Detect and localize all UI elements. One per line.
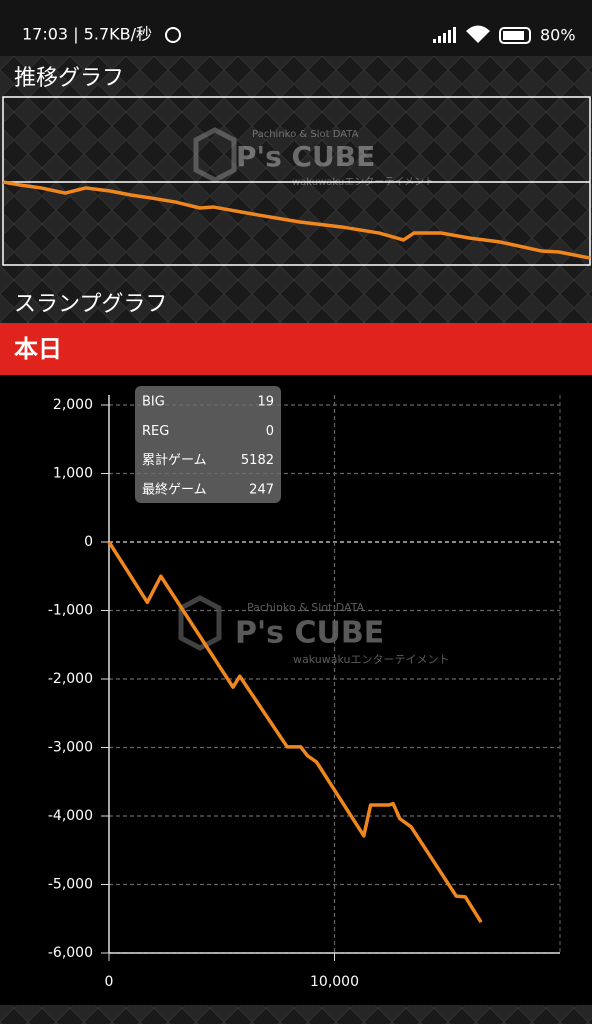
info-label: 最終ゲーム: [142, 481, 207, 497]
info-value: 0: [266, 424, 274, 439]
info-label: REG: [142, 424, 169, 439]
today-label: 本日: [14, 335, 62, 363]
y-tick-label: -5,000: [48, 877, 93, 893]
today-banner: [0, 323, 592, 375]
watermark-brand: P's CUBE: [236, 140, 375, 173]
y-tick-label: -6,000: [48, 945, 93, 961]
watermark-top: Pachinko & Slot DATA: [247, 601, 365, 614]
y-tick-label: -4,000: [48, 808, 93, 824]
x-tick-label: 0: [105, 974, 114, 990]
info-value: 247: [249, 482, 274, 497]
watermark-sub: wakuwakuエンターテイメント: [293, 653, 449, 666]
alarm-icon: [165, 27, 181, 43]
section-title: スランプグラフ: [14, 292, 167, 317]
watermark-top: Pachinko & Slot DATA: [252, 129, 359, 140]
slump-line: [2, 180, 591, 260]
slump-line: [107, 541, 483, 924]
battery-text: 80%: [540, 26, 576, 45]
chart-area: [0, 375, 592, 1005]
watermark: Pachinko & Slot DATA P's CUBE wakuwakuエン…: [178, 595, 449, 666]
info-label: 累計ゲーム: [142, 452, 207, 468]
y-tick-label: -2,000: [48, 671, 93, 687]
watermark: Pachinko & Slot DATA P's CUBE wakuwakuエン…: [193, 127, 434, 188]
x-tick-label: 10,000: [310, 974, 359, 990]
battery-level: [503, 31, 524, 40]
y-tick-label: 2,000: [53, 397, 93, 413]
info-value: 5182: [241, 453, 274, 468]
battery-icon: [499, 27, 531, 44]
watermark-brand: P's CUBE: [235, 616, 384, 651]
y-tick-label: 0: [84, 534, 93, 550]
info-box: [135, 386, 281, 503]
y-tick-label: 1,000: [53, 466, 93, 482]
info-label: BIG: [142, 395, 165, 410]
info-value: 19: [257, 395, 274, 410]
status-time: 17:03 | 5.7KB/秒: [22, 25, 152, 44]
y-tick-label: -1,000: [48, 603, 93, 619]
status-bar: [0, 0, 592, 56]
signal-icon: [433, 27, 456, 43]
wifi-icon: [466, 25, 490, 43]
trend-frame: [2, 96, 591, 266]
y-tick-label: -3,000: [48, 740, 93, 756]
section-title: 推移グラフ: [14, 66, 124, 91]
